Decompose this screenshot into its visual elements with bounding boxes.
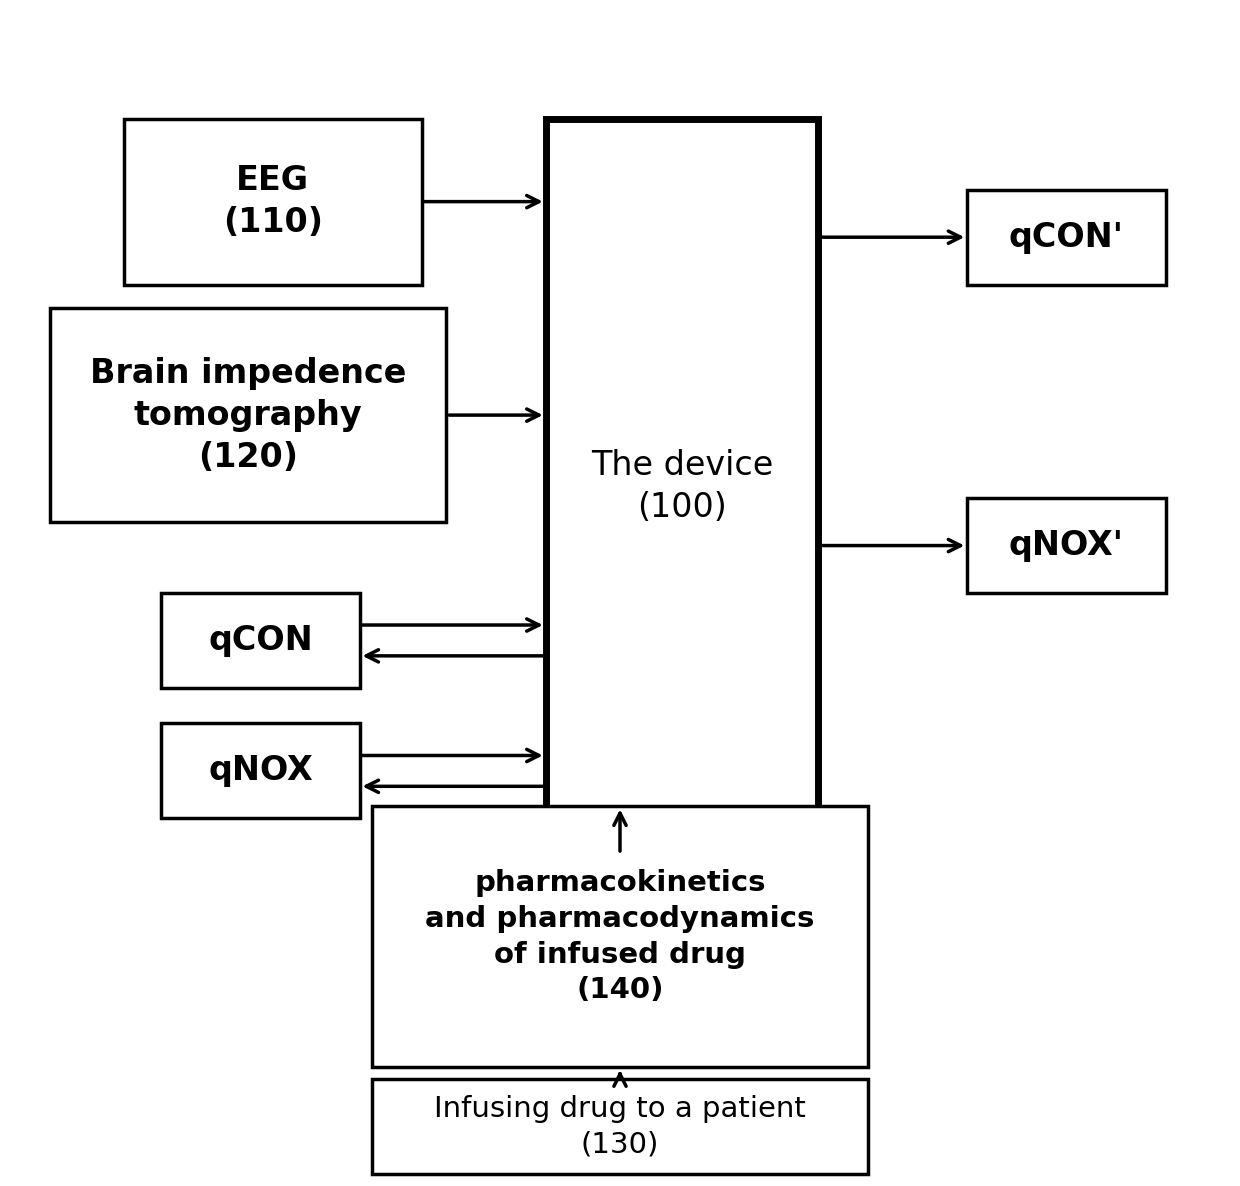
Text: qCON': qCON' (1009, 221, 1123, 254)
FancyBboxPatch shape (161, 593, 360, 688)
FancyBboxPatch shape (50, 308, 446, 522)
FancyBboxPatch shape (372, 806, 868, 1067)
Text: pharmacokinetics
and pharmacodynamics
of infused drug
(140): pharmacokinetics and pharmacodynamics of… (425, 869, 815, 1005)
Text: The device
(100): The device (100) (591, 448, 773, 524)
Text: qCON: qCON (208, 624, 312, 657)
FancyBboxPatch shape (161, 723, 360, 818)
Text: qNOX': qNOX' (1009, 529, 1123, 562)
FancyBboxPatch shape (546, 119, 818, 854)
Text: EEG
(110): EEG (110) (223, 164, 322, 240)
Text: qNOX: qNOX (208, 754, 312, 788)
FancyBboxPatch shape (124, 119, 422, 285)
FancyBboxPatch shape (967, 190, 1166, 285)
FancyBboxPatch shape (967, 498, 1166, 593)
Text: Brain impedence
tomography
(120): Brain impedence tomography (120) (89, 357, 407, 473)
FancyBboxPatch shape (372, 1079, 868, 1174)
Text: Infusing drug to a patient
(130): Infusing drug to a patient (130) (434, 1095, 806, 1159)
